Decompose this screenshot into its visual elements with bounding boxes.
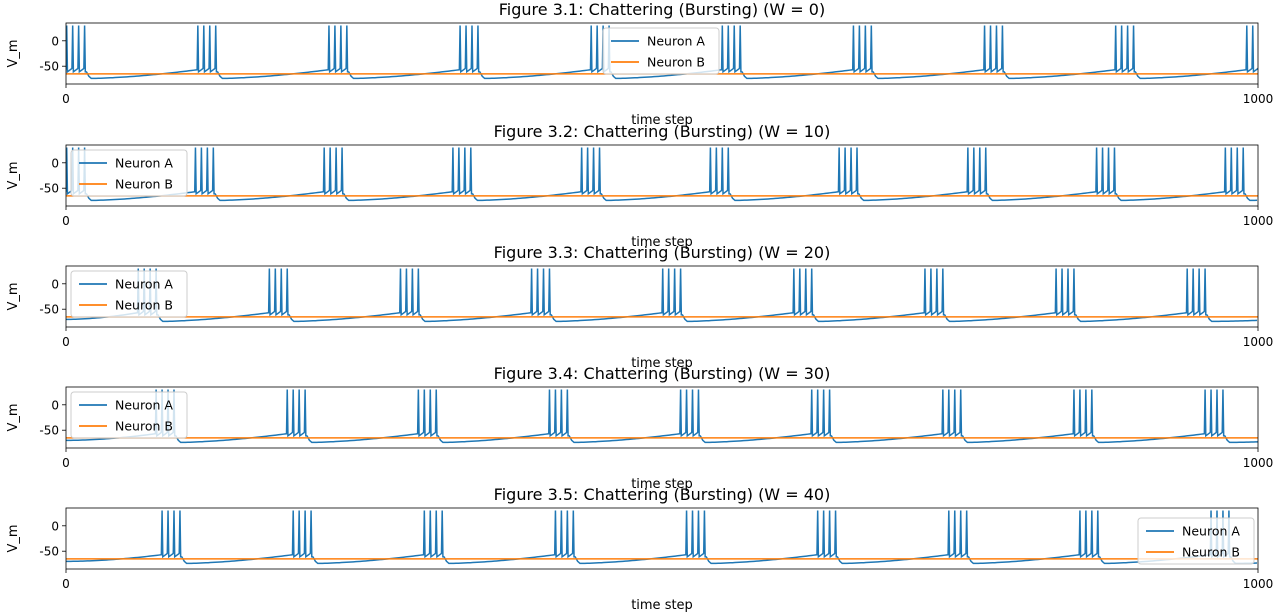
legend-label: Neuron A [115, 156, 173, 171]
y-axis-label: V_m [6, 39, 21, 67]
y-tick-label: 0 [51, 277, 59, 291]
axes-frame [65, 507, 1259, 570]
x-axis-label: time step [631, 356, 693, 371]
y-tick-label: -50 [39, 303, 59, 317]
y-tick-label: -50 [39, 182, 59, 196]
x-tick-label: 1000 [1243, 577, 1274, 591]
series-line-neuron-a [66, 510, 1258, 565]
y-tick-label: 0 [51, 34, 59, 48]
y-axis-label: V_m [6, 403, 21, 431]
legend-label: Neuron B [115, 298, 173, 313]
x-axis-label: time step [631, 477, 693, 492]
subplot-4: Figure 3.4: Chattering (Bursting) (W = 3… [6, 364, 1273, 492]
series-line-neuron-a [66, 147, 1258, 202]
y-tick-label: -50 [39, 545, 59, 559]
y-tick-label: -50 [39, 424, 59, 438]
axes-frame [65, 144, 1259, 207]
subplot-1: Figure 3.1: Chattering (Bursting) (W = 0… [6, 0, 1273, 128]
legend-label: Neuron A [647, 34, 705, 49]
legend: Neuron A Neuron B [70, 149, 188, 197]
legend-label: Neuron B [115, 177, 173, 192]
x-axis-label: time step [631, 598, 693, 612]
series-line-neuron-a [66, 25, 1258, 80]
legend: Neuron A Neuron B [70, 270, 188, 318]
x-tick-label: 0 [62, 92, 70, 106]
axes-frame [65, 386, 1259, 449]
x-tick-label: 1000 [1243, 214, 1274, 228]
axes-frame [65, 22, 1259, 85]
series-line-neuron-a [66, 268, 1258, 323]
legend-label: Neuron A [115, 398, 173, 413]
y-tick-label: 0 [51, 519, 59, 533]
x-tick-label: 0 [62, 577, 70, 591]
legend-label: Neuron B [115, 419, 173, 434]
subplot-title: Figure 3.5: Chattering (Bursting) (W = 4… [494, 485, 831, 504]
y-axis-label: V_m [6, 524, 21, 552]
x-tick-label: 0 [62, 214, 70, 228]
subplot-2: Figure 3.2: Chattering (Bursting) (W = 1… [6, 122, 1273, 250]
x-axis-label: time step [631, 235, 693, 250]
legend: Neuron A Neuron B [70, 391, 188, 439]
subplot-title: Figure 3.3: Chattering (Bursting) (W = 2… [494, 243, 831, 262]
subplot-title: Figure 3.1: Chattering (Bursting) (W = 0… [499, 0, 825, 19]
y-axis-label: V_m [6, 161, 21, 189]
x-tick-label: 0 [62, 456, 70, 470]
legend-label: Neuron B [647, 55, 705, 70]
series-line-neuron-a [66, 389, 1258, 444]
subplot-3: Figure 3.3: Chattering (Bursting) (W = 2… [6, 243, 1273, 371]
subplot-title: Figure 3.4: Chattering (Bursting) (W = 3… [494, 364, 831, 383]
x-tick-label: 0 [62, 335, 70, 349]
legend-label: Neuron B [1182, 545, 1240, 560]
subplot-5: Figure 3.5: Chattering (Bursting) (W = 4… [6, 485, 1273, 612]
legend-label: Neuron A [115, 277, 173, 292]
y-tick-label: 0 [51, 398, 59, 412]
y-tick-label: 0 [51, 156, 59, 170]
y-tick-label: -50 [39, 60, 59, 74]
y-axis-label: V_m [6, 282, 21, 310]
legend: Neuron A Neuron B [602, 27, 720, 75]
x-tick-label: 1000 [1243, 456, 1274, 470]
x-axis-label: time step [631, 113, 693, 128]
legend-label: Neuron A [1182, 524, 1240, 539]
x-tick-label: 1000 [1243, 92, 1274, 106]
legend: Neuron A Neuron B [1137, 517, 1255, 565]
axes-frame [65, 265, 1259, 328]
subplot-title: Figure 3.2: Chattering (Bursting) (W = 1… [494, 122, 831, 141]
x-tick-label: 1000 [1243, 335, 1274, 349]
